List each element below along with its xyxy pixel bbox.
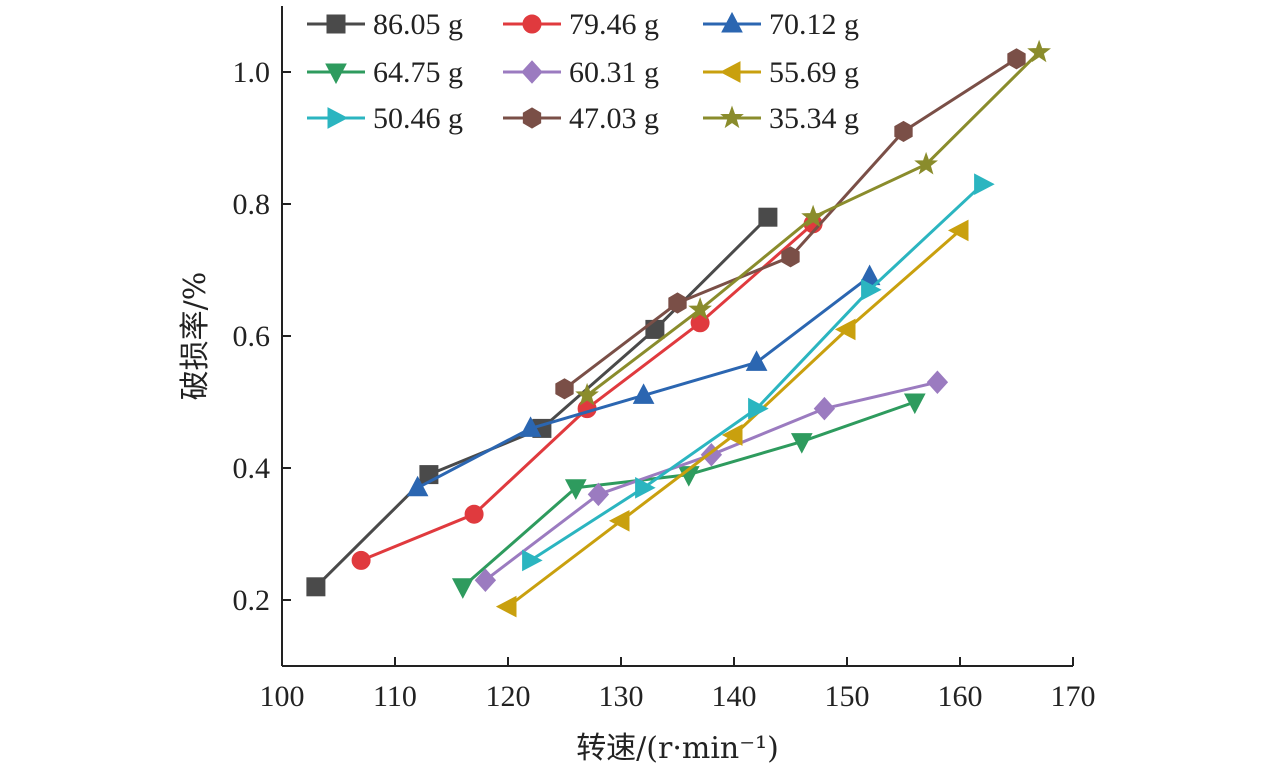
data-point	[1027, 39, 1051, 63]
y-tick-label: 0.2	[233, 584, 271, 617]
x-tick-label: 110	[373, 680, 417, 713]
x-ticks: 100 110 120 130 140 150 160 170	[260, 657, 1096, 713]
data-point	[947, 219, 969, 242]
data-point	[495, 595, 517, 618]
series-line	[484, 380, 938, 582]
data-point	[903, 393, 926, 415]
x-tick-label: 170	[1051, 680, 1096, 713]
legend-item: 35.34 g	[703, 102, 859, 135]
data-point	[668, 292, 687, 314]
legend-label: 35.34 g	[769, 102, 859, 135]
data-point	[406, 475, 429, 497]
data-point	[926, 370, 949, 394]
series-5046	[522, 173, 995, 572]
y-tick-label: 0.8	[233, 188, 271, 221]
x-axis-title: 转速/(r·min⁻¹)	[576, 731, 779, 766]
legend-marker	[326, 14, 346, 34]
legend-item: 60.31 g	[503, 56, 659, 89]
y-tick-label: 0.4	[233, 452, 271, 485]
legend-marker	[522, 107, 542, 129]
legend-marker	[720, 105, 744, 129]
legend-item: 70.12 g	[703, 8, 859, 41]
legend-marker	[325, 63, 347, 85]
data-point	[721, 424, 743, 446]
legend-label: 60.31 g	[569, 56, 659, 89]
data-point	[1007, 48, 1026, 70]
series-6031	[474, 370, 949, 592]
data-point	[834, 318, 856, 341]
data-point	[519, 416, 542, 437]
legend-item: 55.69 g	[703, 56, 859, 89]
y-tick-label: 0.6	[233, 320, 271, 353]
data-point	[861, 278, 882, 301]
legend-label: 55.69 g	[769, 56, 859, 89]
data-point	[608, 509, 630, 532]
series-line	[416, 275, 871, 490]
data-point	[635, 476, 656, 499]
data-point	[575, 382, 599, 406]
data-point	[555, 378, 574, 400]
data-point	[894, 120, 913, 142]
x-tick-label: 160	[938, 680, 983, 713]
legend-marker	[327, 107, 349, 129]
legend-label: 86.05 g	[373, 8, 463, 41]
series-7012	[406, 264, 881, 497]
legend-label: 47.03 g	[569, 102, 659, 135]
legend-item: 47.03 g	[503, 102, 659, 135]
x-tick-label: 120	[486, 680, 531, 713]
series-line	[314, 216, 769, 588]
legend-marker	[521, 60, 543, 84]
data-point	[474, 568, 497, 592]
legend-item: 64.75 g	[307, 56, 463, 89]
data-point	[451, 578, 474, 599]
legend-marker	[721, 11, 743, 33]
legend-label: 64.75 g	[373, 56, 463, 89]
legend-marker	[522, 14, 542, 34]
data-point	[464, 504, 484, 524]
series-4703	[555, 48, 1026, 400]
data-point	[587, 482, 610, 507]
y-tick-label: 1.0	[233, 56, 271, 89]
data-point	[748, 397, 769, 420]
series-8605	[306, 207, 778, 597]
data-point	[758, 207, 778, 227]
series-5569	[495, 219, 969, 618]
y-axis-title: 破损率/%	[178, 272, 213, 401]
legend: 86.05 g 79.46 g 70.12 g 64.75 g 60.31 g 55.69…	[307, 8, 859, 135]
data-point	[632, 383, 655, 404]
data-point	[914, 151, 938, 175]
data-point	[522, 549, 543, 572]
data-point	[306, 577, 326, 597]
legend-label: 50.46 g	[373, 102, 463, 135]
x-tick-label: 150	[825, 680, 870, 713]
plot-series	[306, 39, 1051, 618]
data-point	[790, 433, 813, 454]
legend-item: 50.46 g	[307, 102, 463, 135]
data-point	[974, 173, 995, 196]
data-point	[745, 350, 768, 371]
data-point	[564, 479, 587, 500]
legend-label: 70.12 g	[769, 8, 859, 41]
series-3534	[575, 39, 1051, 406]
legend-label: 79.46 g	[569, 8, 659, 41]
series-6475	[451, 393, 926, 599]
legend-item: 86.05 g	[307, 8, 463, 41]
data-point	[351, 550, 371, 570]
x-tick-label: 140	[712, 680, 757, 713]
legend-item: 79.46 g	[503, 8, 659, 41]
data-point	[781, 246, 800, 268]
x-tick-label: 100	[260, 680, 305, 713]
legend-marker	[719, 61, 741, 83]
data-point	[813, 396, 836, 421]
data-point	[688, 297, 712, 320]
x-tick-label: 130	[599, 680, 644, 713]
data-point	[801, 204, 825, 228]
y-ticks: 0.2 0.4 0.6 0.8 1.0	[233, 56, 291, 617]
